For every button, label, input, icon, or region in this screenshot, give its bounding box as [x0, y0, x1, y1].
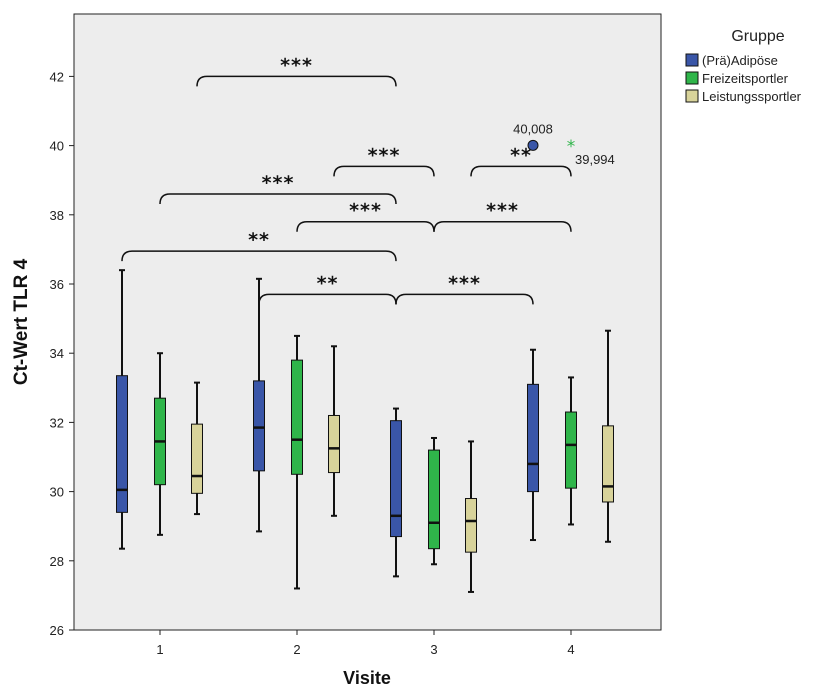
significance-bracket-4: ***	[296, 200, 435, 232]
y-tick-label: 36	[50, 277, 64, 292]
legend: Gruppe (Prä)Adipöse Freizeitsportler Leist…	[685, 28, 802, 104]
box-rect	[253, 380, 265, 472]
bracket-path	[395, 293, 534, 305]
legend-swatch	[685, 71, 699, 85]
box-1-3	[565, 376, 577, 526]
bracket-path	[159, 193, 397, 205]
bracket-path	[333, 165, 435, 177]
y-axis-title: Ct-Wert TLR 4	[11, 258, 32, 385]
box-1-2	[428, 436, 440, 566]
significance-label: ***	[486, 200, 519, 222]
outlier-label: 39,994	[575, 152, 615, 167]
outlier-label: 40,008	[513, 121, 553, 136]
significance-label: ***	[448, 272, 481, 294]
box-rect	[465, 498, 477, 553]
outlier-marker-circle	[527, 139, 539, 151]
significance-bracket-3: ***	[159, 172, 397, 205]
box-2-1	[328, 345, 340, 517]
legend-swatch	[685, 89, 699, 103]
boxes-layer	[116, 269, 614, 593]
box-2-2	[465, 440, 477, 593]
box-rect	[328, 414, 340, 474]
box-0-2	[390, 407, 402, 578]
significance-bracket-1: ***	[333, 144, 435, 177]
box-rect	[116, 375, 128, 513]
significance-layer: ****** ******** ******* ***	[121, 54, 572, 305]
significance-label: ***	[368, 144, 401, 166]
y-tick-label: 30	[50, 485, 64, 500]
significance-label: **	[510, 144, 532, 166]
y-tick-label: 40	[50, 139, 64, 154]
bracket-path	[258, 293, 397, 305]
x-tick-label: 2	[293, 642, 300, 657]
significance-label: **	[317, 272, 339, 294]
box-1-0	[154, 352, 166, 536]
bracket-path	[121, 250, 397, 262]
significance-bracket-7: **	[258, 272, 397, 305]
legend-swatch	[685, 53, 699, 67]
significance-label: ***	[262, 172, 295, 194]
y-tick-label: 42	[50, 69, 64, 84]
box-rect	[428, 449, 440, 550]
box-rect	[527, 383, 539, 493]
legend-label: Leistungssportler	[702, 89, 802, 104]
significance-bracket-0: ***	[196, 54, 397, 87]
x-tick-label: 4	[567, 642, 574, 657]
y-axis: 26 28 30 32 34 36 38 40 42	[50, 69, 74, 638]
y-tick-label: 34	[50, 346, 64, 361]
box-rect	[291, 359, 303, 475]
plot-background	[73, 13, 662, 631]
significance-bracket-6: **	[121, 229, 397, 262]
outliers-layer: 40,008 *39,994	[513, 121, 615, 166]
significance-bracket-5: ***	[433, 200, 572, 232]
bracket-path	[470, 165, 572, 177]
box-rect	[191, 423, 203, 494]
bracket-path	[433, 220, 572, 232]
x-tick-label: 3	[430, 642, 437, 657]
significance-bracket-2: **	[470, 144, 572, 177]
bracket-path	[196, 75, 397, 87]
box-2-3	[602, 329, 614, 543]
x-tick-label: 1	[156, 642, 163, 657]
box-1-1	[291, 334, 303, 590]
box-rect	[390, 420, 402, 538]
y-tick-label: 32	[50, 415, 64, 430]
significance-label: ***	[280, 54, 313, 76]
box-rect	[565, 411, 577, 489]
y-tick-label: 28	[50, 554, 64, 569]
box-rect	[602, 425, 614, 503]
y-tick-label: 38	[50, 208, 64, 223]
box-0-0	[116, 269, 128, 550]
significance-label: **	[248, 229, 270, 251]
box-2-0	[191, 381, 203, 516]
x-axis: 1 2 3 4	[156, 630, 575, 657]
outlier-marker-star: *	[567, 137, 576, 157]
legend-label: Freizeitsportler	[702, 71, 789, 86]
significance-bracket-8: ***	[395, 272, 534, 305]
bracket-path	[296, 220, 435, 232]
legend-title: Gruppe	[731, 28, 784, 45]
y-tick-label: 26	[50, 623, 64, 638]
significance-label: ***	[349, 200, 382, 222]
legend-label: (Prä)Adipöse	[702, 53, 778, 68]
x-axis-title: Visite	[343, 668, 391, 688]
box-0-1	[253, 277, 265, 533]
box-0-3	[527, 348, 539, 542]
